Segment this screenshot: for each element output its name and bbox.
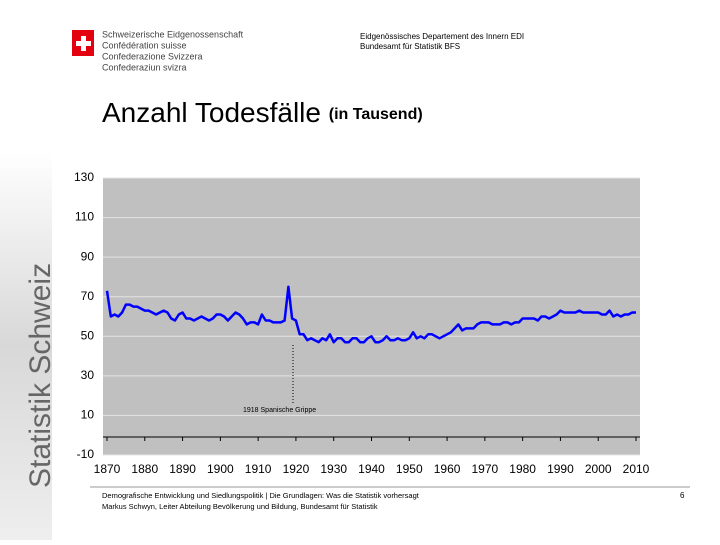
x-tick-label: 1970 — [472, 462, 499, 476]
annotation: 1918 Spanische Grippe — [243, 407, 316, 414]
page-number: 6 — [680, 491, 685, 500]
side-label: Statistik Schweiz — [24, 263, 57, 488]
x-tick-label: 1910 — [245, 462, 272, 476]
x-tick-label: 1940 — [358, 462, 385, 476]
subtitle: (in Tausend) — [329, 106, 423, 123]
footer: Markus Schwyn, Leiter Abteilung Bevölker… — [102, 502, 378, 511]
x-tick-label: 1980 — [509, 462, 536, 476]
confederation: Confédération suisse — [102, 40, 187, 50]
x-tick-label: 1880 — [131, 462, 158, 476]
line — [105, 285, 636, 344]
x-tick-label: 1950 — [396, 462, 423, 476]
department: Eidgenössisches Departement des Innern E… — [360, 32, 524, 41]
confederation: Confederaziun svizra — [102, 62, 187, 72]
y-tick-label: 50 — [81, 328, 95, 342]
chart-title: Anzahl Todesfälle (in Tausend) — [102, 97, 423, 128]
confederation: Schweizerische Eidgenossenschaft — [102, 29, 244, 39]
side-band — [0, 150, 52, 540]
x-tick-label: 1990 — [547, 462, 574, 476]
plot-area — [103, 178, 640, 455]
y-tick-label: 30 — [81, 368, 95, 382]
x-tick-label: 2010 — [623, 462, 650, 476]
y-tick-label: 90 — [81, 249, 95, 263]
y-tick-label: 110 — [75, 210, 94, 224]
y-tick-label: -10 — [77, 447, 95, 461]
x-tick-label: 1920 — [283, 462, 310, 476]
department: Bundesamt für Statistik BFS — [360, 42, 460, 51]
x-tick-label: 1870 — [94, 462, 121, 476]
x-tick-label: 1890 — [169, 462, 196, 476]
x-tick-label: 1930 — [320, 462, 347, 476]
y-tick-label: 130 — [74, 170, 94, 184]
y-tick-label: 10 — [81, 408, 95, 422]
confederation: Confederazione Svizzera — [102, 51, 203, 61]
x-tick-label: 1960 — [434, 462, 461, 476]
x-tick-label: 1900 — [207, 462, 234, 476]
x-tick-label: 2000 — [585, 462, 612, 476]
swiss-flag — [72, 30, 94, 56]
footer: Demografische Entwicklung und Siedlungsp… — [102, 491, 420, 500]
title: Anzahl Todesfälle — [102, 97, 321, 128]
y-tick-label: 70 — [81, 289, 95, 303]
